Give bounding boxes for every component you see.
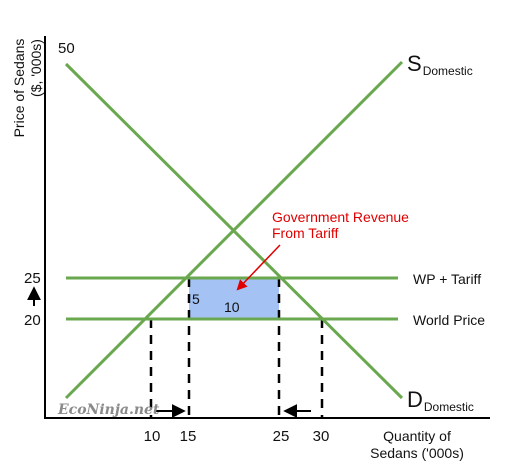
revenue-width-label: 10 bbox=[224, 299, 240, 315]
y-axis-label-line1: Price of Sedans bbox=[11, 39, 27, 138]
y-tick-50: 50 bbox=[58, 40, 75, 57]
x-tick-30: 30 bbox=[313, 428, 330, 445]
tariff-revenue-area bbox=[189, 278, 279, 319]
x-tick-25: 25 bbox=[273, 428, 290, 445]
revenue-annotation-line1: Government Revenue bbox=[272, 209, 409, 225]
econinja-watermark: EcoNinja.net bbox=[57, 402, 160, 418]
x-axis-label-line2: Sedans ('000s) bbox=[370, 445, 464, 461]
y-tick-25: 25 bbox=[24, 270, 41, 287]
domestic-demand-curve bbox=[64, 62, 404, 400]
supply-curve-label: SDomestic bbox=[407, 51, 473, 78]
y-axis-label-line2: ($, '000s) bbox=[28, 39, 44, 97]
x-tick-10: 10 bbox=[144, 428, 161, 445]
revenue-annotation-line2: From Tariff bbox=[272, 225, 338, 241]
x-tick-15: 15 bbox=[180, 428, 197, 445]
revenue-annotation-arrow bbox=[236, 244, 281, 291]
world-price-label: World Price bbox=[413, 312, 485, 328]
wp-tariff-label: WP + Tariff bbox=[413, 271, 481, 287]
revenue-height-label: 5 bbox=[192, 291, 200, 307]
demand-curve-label: DDomestic bbox=[407, 387, 474, 414]
y-tick-20: 20 bbox=[24, 312, 41, 329]
x-axis-label-line1: Quantity of bbox=[383, 428, 451, 444]
